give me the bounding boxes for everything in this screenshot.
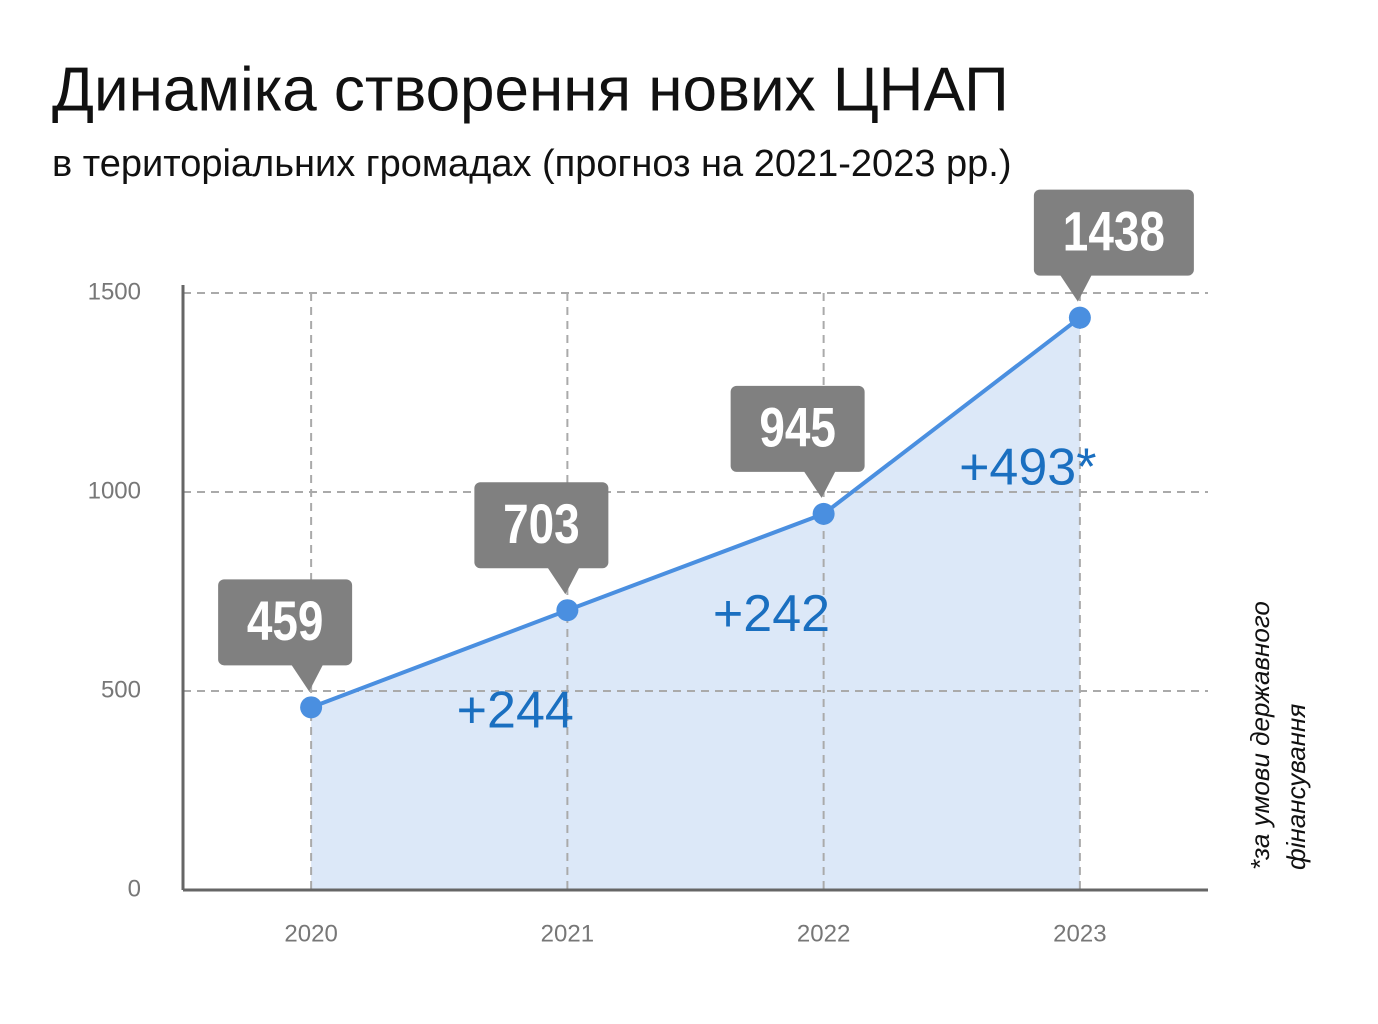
x-tick-label: 2020 [284, 920, 337, 947]
callout-box [1033, 189, 1194, 276]
line [310, 316, 1082, 710]
callout-box [218, 579, 353, 666]
chart-subtitle: в територіальних громадах (прогноз на 20… [52, 143, 1012, 185]
callout-box [474, 482, 609, 569]
y-tick-label: 500 [101, 676, 141, 703]
point [556, 599, 579, 622]
footnote: фінансування [1281, 704, 1311, 870]
callout-pointer [1059, 274, 1092, 302]
point [300, 696, 323, 719]
callout-label: 945 [759, 396, 836, 458]
x-tick-label: 2022 [797, 920, 850, 947]
chart-title: Динаміка створення нових ЦНАП [52, 55, 1009, 124]
callout-pointer [803, 470, 836, 498]
x-tick-label: 2021 [541, 920, 594, 947]
callout-label: 703 [503, 493, 580, 555]
callout-box [730, 385, 865, 472]
annotation: +244 [457, 681, 574, 739]
annotation: +242 [713, 585, 830, 643]
footnote: *за умови державного [1245, 601, 1275, 870]
point [1068, 306, 1091, 329]
y-tick-label: 1500 [88, 278, 141, 305]
callout-pointer [547, 567, 580, 595]
callout-label: 1438 [1063, 200, 1165, 262]
callout-label: 459 [247, 590, 324, 652]
annotation: +493* [959, 439, 1096, 497]
point [812, 502, 835, 525]
y-tick-label: 1000 [88, 477, 141, 504]
x-tick-label: 2023 [1053, 920, 1106, 947]
callout-pointer [291, 664, 324, 692]
y-tick-label: 0 [128, 875, 141, 902]
area [311, 317, 1080, 890]
